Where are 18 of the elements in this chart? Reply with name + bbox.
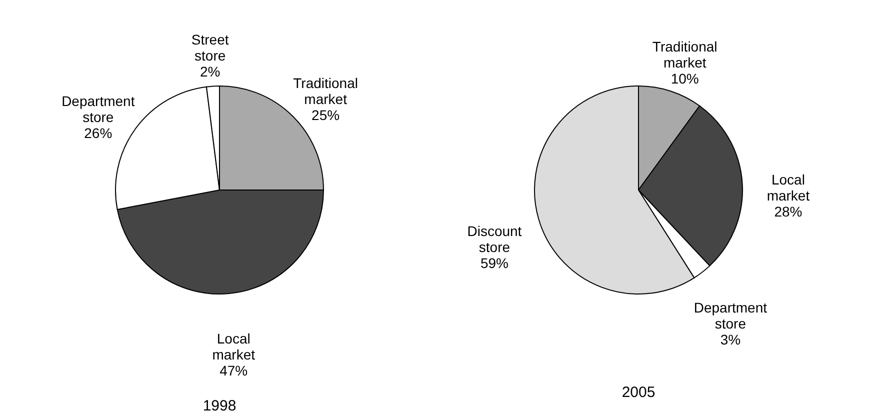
data-label: 10% [670, 70, 699, 86]
text: 1998 [202, 397, 236, 414]
slice-label: Department store [62, 92, 135, 125]
slice-label: Discount store [467, 222, 522, 255]
slice-label: Local market [212, 330, 256, 362]
text: 2005 [622, 384, 656, 401]
data-label: 28% [774, 204, 802, 220]
data-label: 59% [480, 254, 508, 271]
data-label: 3% [720, 332, 741, 348]
slice-label: Traditional market [293, 74, 358, 107]
data-label: 26% [84, 124, 112, 141]
data-label: 47% [220, 362, 248, 378]
slice-label: Department store [694, 300, 768, 332]
slice-label: Traditional market [652, 38, 718, 70]
data-label: 25% [312, 106, 340, 123]
data-label: 2% [200, 63, 220, 80]
slice-label: Local market [766, 172, 810, 204]
slice-label: Street store [191, 31, 229, 64]
